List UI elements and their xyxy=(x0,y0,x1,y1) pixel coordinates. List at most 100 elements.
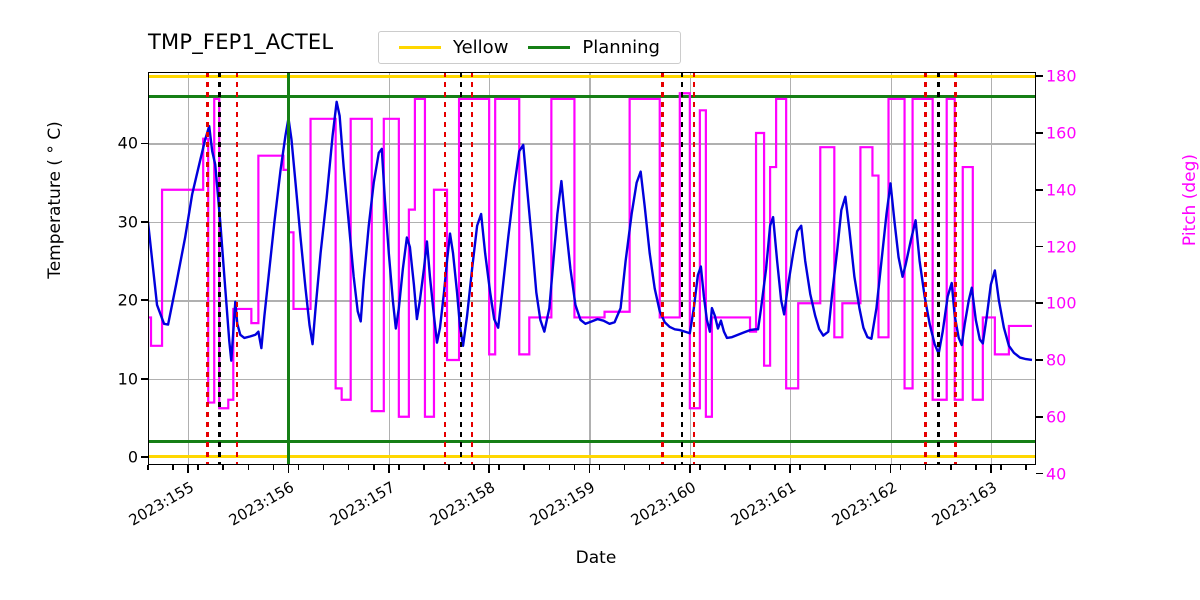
x-tick-label: 2023:158 xyxy=(426,478,499,530)
y-axis-label-right: Pitch (deg) xyxy=(1180,153,1200,247)
x-tickmark-major xyxy=(789,465,791,473)
vertical-marker-0 xyxy=(206,72,209,465)
vertical-marker-1 xyxy=(218,72,222,465)
x-tickmark-major xyxy=(588,465,591,473)
x-tickmark-minor xyxy=(874,465,877,470)
x-tick-label: 2023:157 xyxy=(326,478,398,530)
x-tickmark-minor xyxy=(1025,465,1027,470)
x-tickmark-minor xyxy=(974,465,977,470)
x-tickmark-minor xyxy=(423,465,425,470)
y-tickmark-right xyxy=(1036,472,1043,475)
y-tick-label-left: 30 xyxy=(117,212,138,232)
y-tick-label-left: 10 xyxy=(117,369,138,389)
x-tickmark-major xyxy=(990,465,992,473)
y-axis-label-left: Temperature ( ° C) xyxy=(45,121,65,279)
x-tickmark-minor xyxy=(573,465,576,470)
y-tick-label-right: 160 xyxy=(1046,123,1077,143)
legend-item-planning[interactable]: Planning xyxy=(528,37,660,58)
x-tick-label: 2023:156 xyxy=(226,478,298,530)
x-tick-label: 2023:163 xyxy=(928,478,1000,530)
x-tickmark-major xyxy=(388,465,390,473)
x-tickmark-minor xyxy=(473,465,475,470)
x-tickmark-minor xyxy=(172,465,174,470)
legend-swatch-yellow xyxy=(399,46,441,49)
gridline-vertical xyxy=(890,72,892,465)
gridline-vertical xyxy=(990,72,993,465)
legend: Yellow Planning xyxy=(378,31,681,64)
gridline-horizontal xyxy=(148,143,1036,145)
x-tickmark-minor xyxy=(197,465,199,470)
x-tickmark-minor xyxy=(673,465,676,470)
y-tick-label-right: 140 xyxy=(1046,180,1077,200)
y-tickmark-left xyxy=(141,221,148,223)
x-tickmark-minor xyxy=(849,465,852,470)
x-tickmark-minor xyxy=(222,465,225,470)
y-tick-label-left: 0 xyxy=(127,447,138,467)
pitch-series-line xyxy=(148,92,1032,418)
legend-label-planning: Planning xyxy=(582,37,660,58)
x-tickmark-minor xyxy=(523,465,526,470)
x-tickmark-minor xyxy=(1000,465,1002,470)
y-tickmark-right xyxy=(1036,75,1043,78)
legend-swatch-planning xyxy=(528,46,571,49)
vertical-marker-4 xyxy=(443,72,447,465)
x-tickmark-major xyxy=(488,465,490,473)
x-tick-label: 2023:155 xyxy=(125,478,198,530)
x-tickmark-minor xyxy=(949,465,952,470)
x-tickmark-minor xyxy=(924,465,927,470)
axes-frame xyxy=(148,72,1036,465)
gridline-vertical xyxy=(589,72,591,465)
x-tickmark-minor xyxy=(749,465,751,470)
reference-line-planning-lower xyxy=(148,439,1036,443)
x-tickmark-major xyxy=(889,465,892,473)
vertical-marker-9 xyxy=(692,72,696,465)
plot-area xyxy=(148,72,1036,465)
y-tickmark-left xyxy=(141,142,148,145)
x-tickmark-minor xyxy=(297,465,300,470)
x-tickmark-minor xyxy=(322,465,325,470)
x-tickmark-major xyxy=(689,465,691,473)
y-tick-label-left: 40 xyxy=(117,133,138,153)
y-tickmark-left xyxy=(141,456,148,458)
x-tickmark-minor xyxy=(799,465,801,470)
gridline-vertical xyxy=(188,72,190,465)
vertical-marker-8 xyxy=(680,72,684,465)
reference-line-planning-upper xyxy=(148,94,1036,98)
y-tickmark-right xyxy=(1036,302,1043,305)
y-tickmark-right xyxy=(1036,188,1043,191)
y-tickmark-right xyxy=(1036,359,1043,361)
y-tick-label-left: 20 xyxy=(117,290,138,310)
y-tickmark-right xyxy=(1036,245,1043,248)
reference-line-yellow-upper xyxy=(148,75,1036,79)
x-tickmark-minor xyxy=(498,465,500,470)
x-tickmark-minor xyxy=(147,465,149,470)
x-tickmark-minor xyxy=(272,465,275,470)
x-tickmark-minor xyxy=(699,465,701,470)
vertical-marker-12 xyxy=(954,72,958,465)
vertical-marker-5 xyxy=(459,72,463,465)
legend-item-yellow[interactable]: Yellow xyxy=(399,37,508,58)
x-tickmark-minor xyxy=(824,465,827,470)
x-tickmark-minor xyxy=(548,465,551,470)
x-tickmark-minor xyxy=(347,465,350,470)
y-tick-label-right: 40 xyxy=(1046,464,1067,483)
vertical-marker-7 xyxy=(661,72,665,465)
y-tickmark-left xyxy=(141,377,148,380)
reference-line-yellow-lower xyxy=(148,454,1036,458)
y-tick-label-right: 80 xyxy=(1046,350,1067,370)
vertical-marker-3 xyxy=(287,72,291,465)
vertical-marker-2 xyxy=(235,72,239,465)
y-tick-label-right: 100 xyxy=(1046,293,1077,313)
x-tickmark-minor xyxy=(372,465,375,470)
x-tickmark-minor xyxy=(623,465,626,470)
x-tick-label: 2023:159 xyxy=(527,478,599,530)
x-tick-label: 2023:162 xyxy=(828,478,900,530)
vertical-marker-11 xyxy=(937,72,940,465)
x-tickmark-major xyxy=(187,465,189,473)
x-tick-label: 2023:160 xyxy=(627,478,699,530)
y-tick-label-right: 60 xyxy=(1046,407,1067,427)
data-series-svg xyxy=(148,92,1033,418)
chart-title: TMP_FEP1_ACTEL xyxy=(148,30,334,54)
x-tickmark-minor xyxy=(247,465,250,470)
